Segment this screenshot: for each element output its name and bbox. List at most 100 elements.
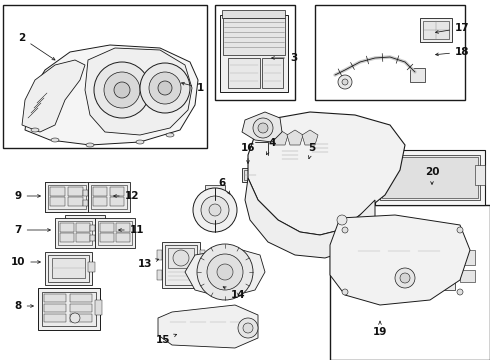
Bar xyxy=(90,235,95,241)
Bar xyxy=(93,187,107,196)
Circle shape xyxy=(201,196,229,224)
Bar xyxy=(58,221,92,245)
Circle shape xyxy=(193,188,237,232)
Bar xyxy=(210,315,226,330)
Bar xyxy=(242,168,258,182)
Bar xyxy=(375,150,485,205)
Bar xyxy=(91,185,127,209)
Circle shape xyxy=(207,254,243,290)
Bar xyxy=(162,242,200,288)
Bar xyxy=(300,164,316,173)
Circle shape xyxy=(457,289,463,295)
Circle shape xyxy=(70,313,80,323)
Bar xyxy=(67,199,81,208)
Bar xyxy=(3,5,207,148)
Bar xyxy=(116,223,130,232)
Bar xyxy=(49,186,63,195)
Text: 7: 7 xyxy=(14,225,50,235)
Bar xyxy=(298,162,318,175)
Bar xyxy=(418,240,440,262)
Bar xyxy=(157,250,162,260)
Circle shape xyxy=(243,323,253,333)
Polygon shape xyxy=(245,178,375,258)
Circle shape xyxy=(149,72,181,104)
Bar xyxy=(44,294,66,302)
Bar xyxy=(382,157,478,198)
Text: 13: 13 xyxy=(138,259,159,269)
Bar xyxy=(105,233,109,238)
Bar xyxy=(49,199,63,208)
Bar xyxy=(38,288,100,330)
Polygon shape xyxy=(248,112,405,235)
Polygon shape xyxy=(222,10,285,18)
Bar xyxy=(48,185,86,209)
Text: 16: 16 xyxy=(241,143,255,163)
Bar xyxy=(157,270,162,280)
Bar xyxy=(93,197,107,206)
Bar xyxy=(70,304,92,312)
Circle shape xyxy=(158,81,172,95)
Bar xyxy=(110,187,124,196)
Bar xyxy=(42,292,96,326)
Bar xyxy=(45,252,92,285)
Bar xyxy=(110,197,124,206)
Bar xyxy=(87,232,101,241)
Circle shape xyxy=(173,250,189,266)
Text: 14: 14 xyxy=(223,287,245,300)
Bar xyxy=(215,5,295,100)
Bar xyxy=(330,205,490,360)
Ellipse shape xyxy=(31,128,39,132)
Circle shape xyxy=(342,289,348,295)
Circle shape xyxy=(258,123,268,133)
Bar xyxy=(228,58,260,88)
Bar xyxy=(423,21,449,39)
Bar xyxy=(50,187,65,196)
Bar xyxy=(280,147,300,163)
Bar xyxy=(390,242,408,260)
Bar xyxy=(380,155,480,200)
Bar xyxy=(87,219,101,228)
Bar xyxy=(70,294,92,302)
Bar xyxy=(88,182,130,212)
Bar xyxy=(230,315,246,330)
Bar xyxy=(95,300,102,315)
Polygon shape xyxy=(287,130,303,145)
Bar xyxy=(83,190,88,196)
Bar xyxy=(69,219,83,228)
Bar xyxy=(95,218,135,248)
Circle shape xyxy=(197,244,253,300)
Ellipse shape xyxy=(51,138,59,142)
Ellipse shape xyxy=(136,140,144,144)
Bar xyxy=(360,242,378,260)
Bar xyxy=(70,314,92,322)
Bar xyxy=(50,197,65,206)
Bar xyxy=(190,315,206,330)
Bar xyxy=(370,165,380,185)
Bar xyxy=(410,68,425,82)
Text: 5: 5 xyxy=(308,143,316,159)
Polygon shape xyxy=(242,112,282,142)
Circle shape xyxy=(140,63,190,113)
Circle shape xyxy=(457,227,463,233)
Text: 19: 19 xyxy=(373,321,387,337)
Bar xyxy=(67,186,81,195)
Bar xyxy=(100,223,114,232)
Circle shape xyxy=(342,227,348,233)
Bar xyxy=(244,170,256,180)
Polygon shape xyxy=(25,45,198,145)
Text: 3: 3 xyxy=(271,53,297,63)
Bar xyxy=(315,5,465,100)
Bar xyxy=(460,270,475,282)
Text: 8: 8 xyxy=(14,301,33,311)
Text: 2: 2 xyxy=(19,33,55,60)
Bar xyxy=(68,187,83,196)
Bar xyxy=(44,304,66,312)
Text: 6: 6 xyxy=(219,178,230,194)
Bar xyxy=(165,245,197,285)
Bar xyxy=(105,223,109,228)
Circle shape xyxy=(395,268,415,288)
Bar xyxy=(88,190,93,196)
Polygon shape xyxy=(185,248,265,298)
Circle shape xyxy=(337,215,347,225)
Circle shape xyxy=(338,75,352,89)
